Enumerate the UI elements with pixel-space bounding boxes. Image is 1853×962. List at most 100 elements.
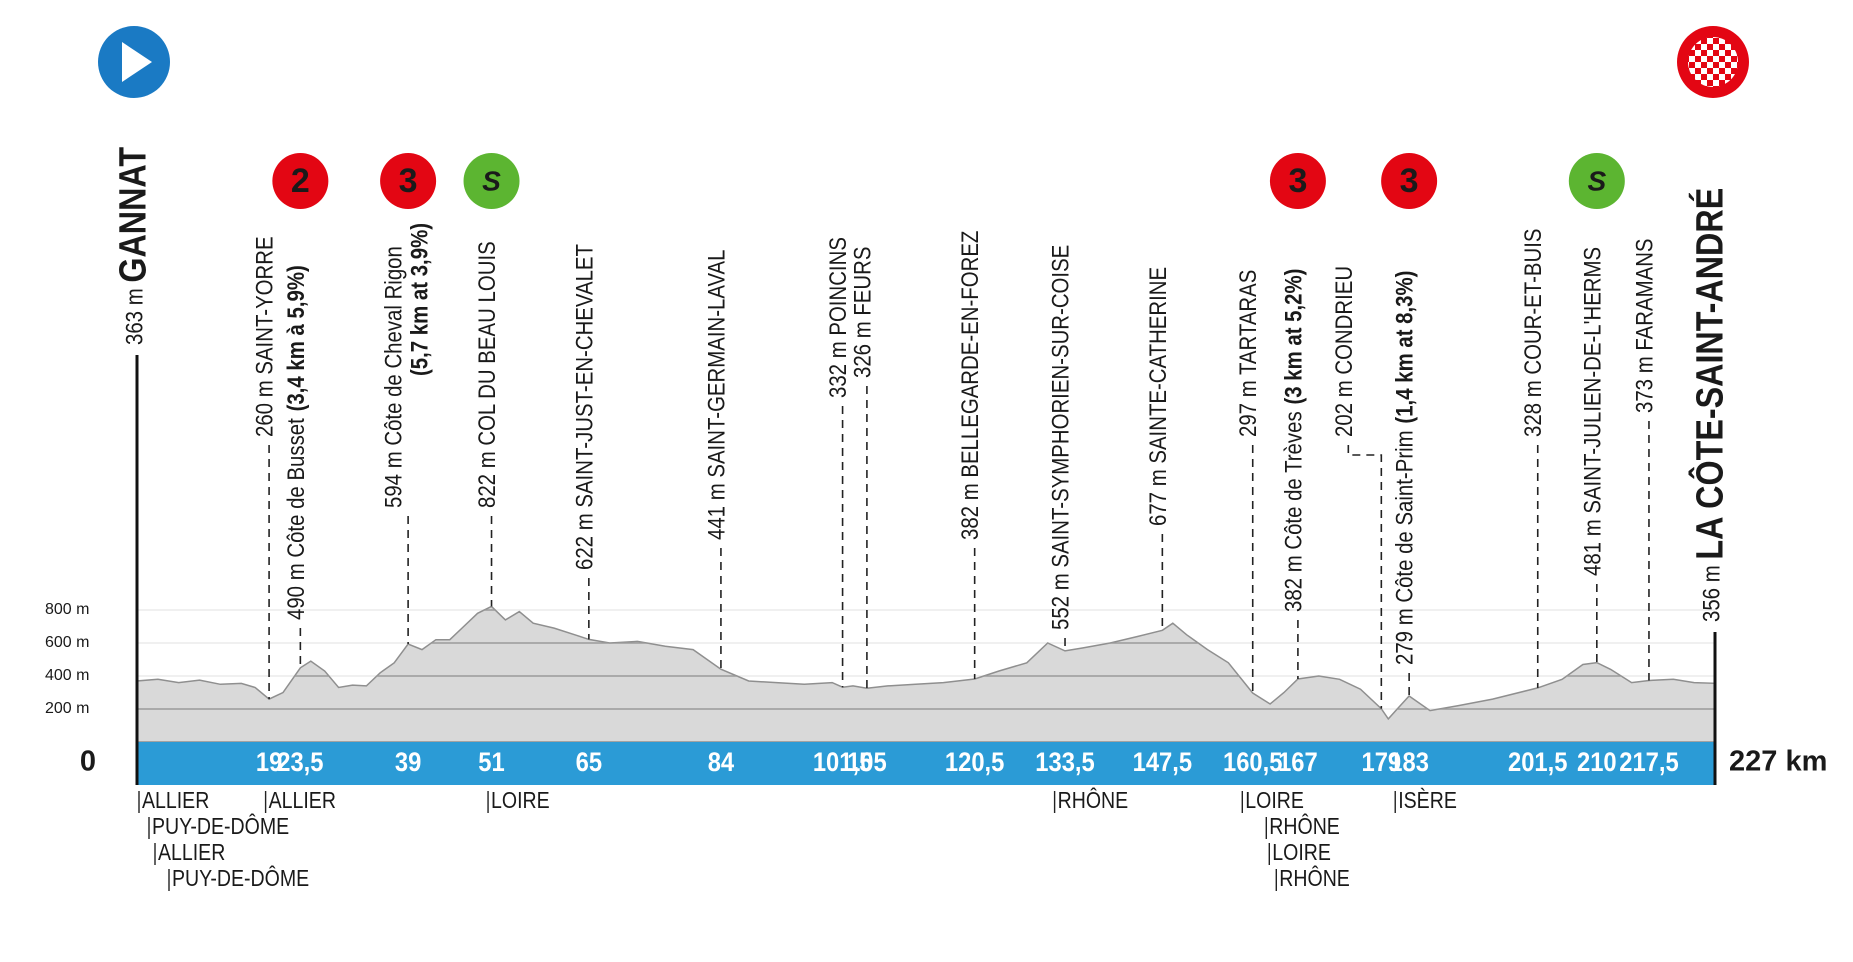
- start-name: GANNAT: [113, 147, 155, 283]
- waypoint-name: 279 m Côte de Saint-Prim: [1391, 430, 1418, 665]
- km-label: 39: [395, 748, 421, 778]
- y-tick-label: 800 m: [45, 601, 89, 618]
- marker-badge: [1568, 153, 1625, 209]
- waypoint-label: 382 m Côte de Trèves (3 km at 5,2%): [1280, 269, 1307, 612]
- waypoint-label: 822 m COL DU BEAU LOUIS: [473, 241, 500, 508]
- department-label: RHÔNE: [1058, 787, 1129, 814]
- finish-altitude: 356 m: [1698, 565, 1725, 622]
- km-bar: [137, 742, 1715, 785]
- waypoint-name: 382 m Côte de Trèves: [1280, 411, 1307, 612]
- waypoint-name: 382 m BELLEGARDE-EN-FOREZ: [956, 231, 983, 540]
- finish-icon: [1677, 26, 1749, 98]
- waypoint-detail: (3,4 km à 5,9%): [282, 265, 309, 411]
- department-label: PUY-DE-DÔME: [152, 813, 289, 840]
- waypoint-name: 622 m SAINT-JUST-EN-CHEVALET: [571, 244, 598, 570]
- department-label: LOIRE: [491, 788, 550, 814]
- marker-badge: [1269, 153, 1326, 209]
- department-label: ISÈRE: [1398, 787, 1457, 814]
- department-label: RHÔNE: [1269, 813, 1340, 840]
- km-label: 179: [1362, 748, 1402, 778]
- waypoint-label: 552 m SAINT-SYMPHORIEN-SUR-COISE: [1047, 245, 1074, 630]
- waypoint-name: 297 m TARTARAS: [1235, 270, 1262, 437]
- km-label: 120,5: [945, 748, 1004, 778]
- x-tick-label: 227 km: [1729, 746, 1827, 778]
- waypoint-name: 552 m SAINT-SYMPHORIEN-SUR-COISE: [1047, 245, 1074, 630]
- waypoint-name: 326 m FEURS: [849, 247, 876, 378]
- finish-name: LA CÔTE-SAINT-ANDRÉ: [1689, 188, 1732, 560]
- waypoint-label: 297 m TARTARAS: [1235, 270, 1262, 437]
- km-label: 201,5: [1508, 748, 1567, 778]
- km-label: 147,5: [1133, 748, 1192, 778]
- waypoint-label: 260 m SAINT-YORRE: [251, 236, 278, 437]
- km-label: 51: [478, 748, 504, 778]
- profile-area: [136, 605, 1716, 743]
- waypoint-label: 490 m Côte de Busset (3,4 km à 5,9%): [282, 265, 309, 620]
- km-label: 84: [708, 748, 734, 778]
- km-label: 23,5: [277, 748, 323, 778]
- start-label: 363 m GANNAT: [113, 147, 155, 345]
- waypoint-detail: (1,4 km at 8,3%): [1391, 271, 1418, 424]
- marker-label: 3: [1400, 162, 1419, 200]
- waypoint-label: 332 m POINCINS: [824, 237, 851, 398]
- waypoint-name: 260 m SAINT-YORRE: [251, 236, 278, 437]
- marker-badge: [1381, 153, 1438, 209]
- department-label: ALLIER: [142, 788, 209, 814]
- km-label: 101,5: [813, 748, 872, 778]
- waypoint-label: 677 m SAINTE-CATHERINE: [1144, 267, 1171, 526]
- km-label: 167: [1278, 748, 1318, 778]
- km-label: 65: [576, 748, 602, 778]
- waypoint-label: 326 m FEURS: [849, 247, 876, 378]
- y-tick-label: 600 m: [45, 634, 89, 651]
- marker-badge: [380, 153, 437, 209]
- marker-label: S: [1587, 165, 1606, 196]
- start-altitude: 363 m: [121, 288, 148, 345]
- department-label: LOIRE: [1272, 840, 1331, 866]
- waypoint-label: 373 m FARAMANS: [1631, 238, 1658, 413]
- waypoint-name: 328 m COUR-ET-BUIS: [1520, 228, 1547, 437]
- start-icon: [98, 26, 170, 98]
- km-label: 133,5: [1035, 748, 1094, 778]
- department-label: PUY-DE-DÔME: [172, 865, 309, 892]
- waypoint-name: 481 m SAINT-JULIEN-DE-L'HERMS: [1579, 247, 1606, 576]
- marker-label: 2: [291, 162, 310, 200]
- x-tick-label: 0: [80, 746, 96, 778]
- waypoint-name: 490 m Côte de Busset: [282, 417, 309, 620]
- km-label: 160,5: [1223, 748, 1282, 778]
- marker-label: S: [482, 165, 501, 196]
- km-label: 19: [256, 748, 282, 778]
- km-label: 183: [1389, 748, 1429, 778]
- waypoint-label: 481 m SAINT-JULIEN-DE-L'HERMS: [1579, 247, 1606, 576]
- y-tick-label: 200 m: [45, 700, 89, 717]
- waypoint-name: 332 m POINCINS: [824, 237, 851, 398]
- marker-badge: [463, 153, 520, 209]
- department-label: ALLIER: [158, 840, 225, 866]
- km-label: 105: [847, 748, 887, 778]
- department-label: RHÔNE: [1279, 865, 1350, 892]
- waypoint-label: 279 m Côte de Saint-Prim (1,4 km at 8,3%): [1391, 271, 1418, 665]
- waypoint-name: 373 m FARAMANS: [1631, 238, 1658, 413]
- waypoint-name: 594 m Côte de Cheval Rigon: [380, 246, 407, 508]
- waypoint-name: 822 m COL DU BEAU LOUIS: [473, 241, 500, 508]
- department-label: LOIRE: [1245, 788, 1304, 814]
- waypoint-name: 677 m SAINTE-CATHERINE: [1144, 267, 1171, 526]
- km-label: 217,5: [1619, 748, 1678, 778]
- finish-label: 356 m LA CÔTE-SAINT-ANDRÉ: [1689, 188, 1732, 622]
- waypoint-label: 382 m BELLEGARDE-EN-FOREZ: [956, 231, 983, 540]
- waypoint-name: 441 m SAINT-GERMAIN-LAVAL: [703, 249, 730, 540]
- waypoint-detail: (5,7 km at 3,9%): [406, 223, 433, 376]
- waypoint-detail: (3 km at 5,2%): [1280, 269, 1307, 405]
- marker-label: 3: [1288, 162, 1307, 200]
- waypoint-name: 202 m CONDRIEU: [1330, 266, 1357, 437]
- km-label: 210: [1577, 748, 1617, 778]
- marker-badge: [272, 153, 329, 209]
- waypoint-connector: [1347, 445, 1383, 709]
- waypoint-label: 594 m Côte de Cheval Rigon: [380, 246, 407, 508]
- department-label: ALLIER: [269, 788, 336, 814]
- waypoint-label: 202 m CONDRIEU: [1330, 266, 1357, 437]
- marker-label: 3: [399, 162, 418, 200]
- y-tick-label: 400 m: [45, 667, 89, 684]
- waypoint-label: 622 m SAINT-JUST-EN-CHEVALET: [571, 244, 598, 570]
- waypoint-label: 328 m COUR-ET-BUIS: [1520, 228, 1547, 437]
- waypoint-label: 441 m SAINT-GERMAIN-LAVAL: [703, 249, 730, 540]
